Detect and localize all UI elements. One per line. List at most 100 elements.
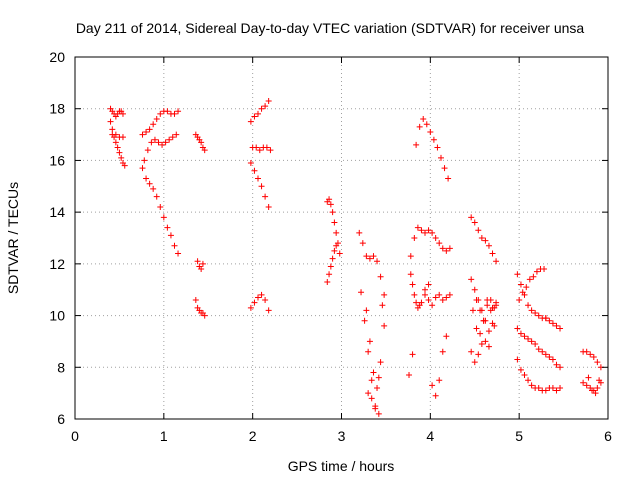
data-point xyxy=(521,372,528,379)
data-point xyxy=(251,167,258,174)
data-point xyxy=(425,281,432,288)
data-point xyxy=(326,196,333,203)
data-point xyxy=(119,110,126,117)
data-point xyxy=(363,307,370,314)
data-point xyxy=(589,387,596,394)
data-point xyxy=(517,281,524,288)
data-point xyxy=(379,302,386,309)
data-point xyxy=(411,235,418,241)
data-point xyxy=(327,201,334,208)
chart-title: Day 211 of 2014, Sidereal Day-to-day VTE… xyxy=(76,20,585,36)
data-point xyxy=(468,214,475,221)
data-point xyxy=(370,369,377,376)
data-point xyxy=(546,353,553,360)
y-tick-label: 8 xyxy=(57,359,65,375)
data-point xyxy=(112,139,119,146)
data-point xyxy=(580,379,587,386)
data-point xyxy=(143,128,150,135)
data-point xyxy=(557,364,564,371)
data-point xyxy=(473,325,480,332)
data-point xyxy=(521,333,528,340)
data-point xyxy=(155,139,162,146)
data-point xyxy=(532,341,539,348)
data-point xyxy=(471,286,478,293)
data-point xyxy=(487,297,494,304)
data-point xyxy=(265,307,272,314)
data-point xyxy=(363,253,370,260)
y-tick-label: 6 xyxy=(57,411,65,427)
data-point xyxy=(358,289,365,296)
data-point xyxy=(194,258,201,265)
y-tick-label: 16 xyxy=(49,152,65,168)
data-point xyxy=(171,110,178,117)
series-13 xyxy=(324,196,343,257)
data-point xyxy=(596,377,603,384)
data-point xyxy=(525,377,532,384)
data-point xyxy=(164,224,171,231)
data-point xyxy=(374,384,381,391)
data-point xyxy=(407,253,414,260)
axis-ticks xyxy=(74,56,609,420)
series-24 xyxy=(422,281,450,399)
data-point xyxy=(151,136,158,143)
data-point xyxy=(583,382,590,389)
data-point xyxy=(247,304,254,311)
data-point xyxy=(201,147,208,154)
data-point xyxy=(473,297,480,304)
data-point xyxy=(478,341,485,348)
data-point xyxy=(112,131,119,138)
data-point xyxy=(157,203,164,210)
data-point xyxy=(422,229,429,236)
y-axis-label: SDTVAR / TECUs xyxy=(5,182,21,294)
data-point xyxy=(533,268,540,275)
data-point xyxy=(445,175,452,182)
data-point xyxy=(594,384,601,391)
series-3 xyxy=(139,108,182,138)
data-point xyxy=(542,315,549,322)
x-tick-label: 4 xyxy=(426,428,434,444)
data-point xyxy=(162,139,169,146)
data-point xyxy=(468,348,475,355)
data-point xyxy=(359,240,366,247)
data-point xyxy=(416,123,423,130)
data-point xyxy=(553,387,560,394)
y-axis-tick-labels: 6 8 10 12 14 16 18 20 xyxy=(49,49,65,427)
data-point xyxy=(411,291,418,298)
series-33 xyxy=(514,325,564,371)
data-point xyxy=(374,258,381,265)
data-point xyxy=(409,351,416,358)
data-point xyxy=(429,302,436,309)
x-axis-tick-labels: 0 1 2 3 4 5 6 xyxy=(71,428,612,444)
data-point xyxy=(121,162,128,169)
data-point xyxy=(535,384,542,391)
data-point xyxy=(528,307,535,314)
series-21 xyxy=(407,271,423,311)
data-point xyxy=(324,278,331,285)
data-point xyxy=(329,255,336,262)
data-point xyxy=(475,227,482,234)
series-23 xyxy=(406,351,416,379)
data-point xyxy=(377,359,384,366)
x-axis-label: GPS time / hours xyxy=(288,458,395,474)
data-point xyxy=(436,291,443,298)
data-point xyxy=(432,294,439,301)
data-point xyxy=(192,297,199,304)
data-point xyxy=(144,147,151,154)
series-9 xyxy=(247,97,272,125)
data-point xyxy=(532,309,539,316)
data-point xyxy=(418,227,425,234)
series-15 xyxy=(356,229,388,298)
data-point xyxy=(159,141,166,148)
series-31 xyxy=(516,266,548,304)
data-point xyxy=(370,253,377,260)
data-point xyxy=(446,291,453,298)
data-point xyxy=(251,113,258,120)
data-point xyxy=(375,410,382,417)
data-point xyxy=(523,284,530,291)
data-point xyxy=(422,286,429,293)
data-point xyxy=(118,154,125,161)
data-point xyxy=(477,330,484,337)
series-1 xyxy=(107,118,128,169)
data-point xyxy=(485,328,492,335)
data-point xyxy=(441,165,448,172)
